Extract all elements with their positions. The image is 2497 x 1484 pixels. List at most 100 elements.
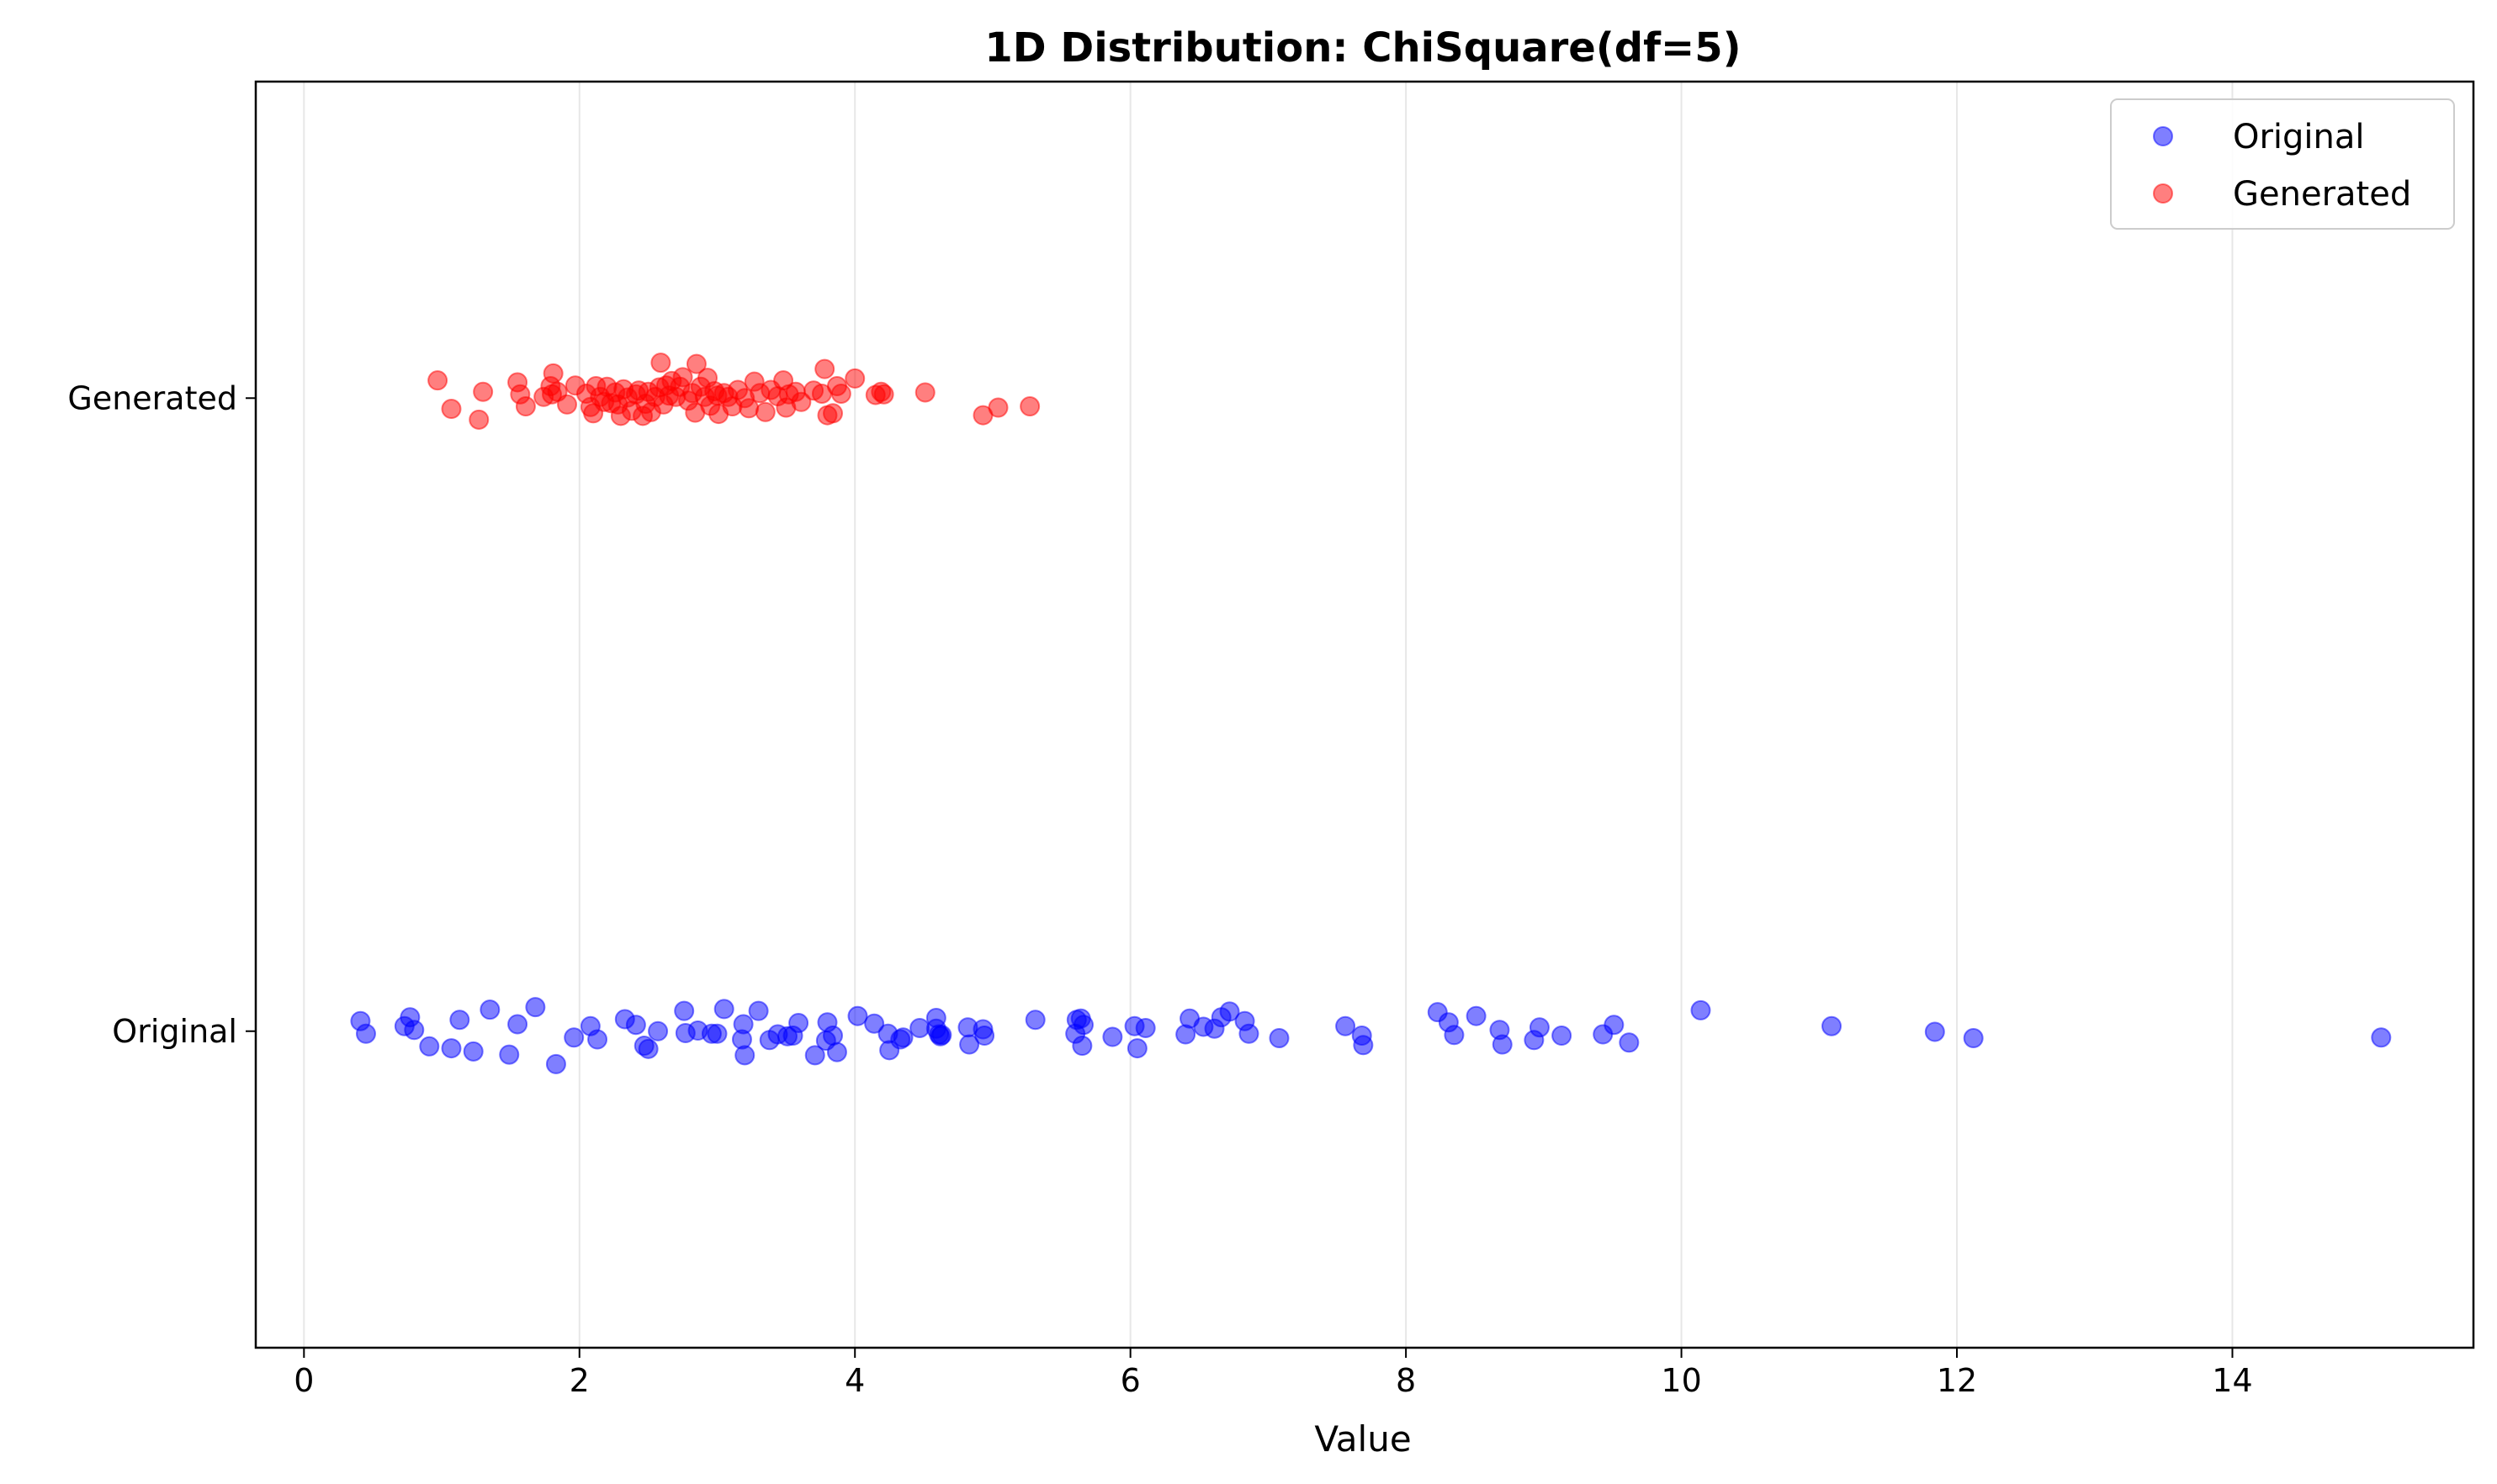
data-point bbox=[419, 1036, 440, 1057]
data-point bbox=[2371, 1027, 2392, 1048]
series-original bbox=[350, 997, 2392, 1074]
data-point bbox=[469, 409, 490, 430]
data-point bbox=[733, 1014, 754, 1035]
y-tick-label: Original bbox=[112, 1013, 237, 1050]
data-point bbox=[823, 1026, 844, 1047]
data-point bbox=[830, 383, 851, 404]
data-point bbox=[707, 1023, 728, 1044]
grid-lines bbox=[303, 82, 2234, 1348]
data-point bbox=[1444, 1025, 1465, 1046]
data-point bbox=[650, 352, 671, 374]
x-tick-label: 6 bbox=[1121, 1362, 1141, 1399]
data-point bbox=[449, 1010, 470, 1031]
data-point bbox=[1619, 1032, 1640, 1053]
data-point bbox=[847, 1005, 868, 1026]
data-point bbox=[1269, 1028, 1290, 1049]
data-point bbox=[441, 1038, 462, 1059]
data-point bbox=[404, 1020, 425, 1041]
data-point bbox=[543, 363, 564, 384]
x-axis: 0 2 4 6 8 10 12 14 bbox=[294, 1348, 2253, 1399]
data-point bbox=[1551, 1026, 1572, 1047]
x-tick-label: 10 bbox=[1661, 1362, 1701, 1399]
data-point bbox=[734, 1045, 755, 1066]
data-point bbox=[648, 1020, 669, 1041]
data-point bbox=[473, 381, 494, 402]
legend: Original Generated bbox=[2110, 98, 2455, 230]
data-point bbox=[864, 1013, 885, 1034]
data-point bbox=[1604, 1015, 1625, 1036]
data-point bbox=[564, 1027, 585, 1048]
data-point bbox=[1353, 1035, 1374, 1056]
data-point bbox=[1025, 1010, 1046, 1031]
data-point bbox=[480, 999, 501, 1020]
data-point bbox=[1492, 1034, 1513, 1055]
data-point bbox=[893, 1027, 914, 1048]
data-point bbox=[441, 399, 462, 420]
data-point bbox=[515, 396, 536, 417]
data-point bbox=[791, 391, 812, 412]
data-point bbox=[545, 1053, 566, 1074]
data-point bbox=[873, 384, 894, 405]
plot-frame bbox=[254, 80, 2475, 1349]
data-point bbox=[1963, 1028, 1984, 1049]
data-point bbox=[1072, 1036, 1093, 1057]
data-point bbox=[499, 1044, 520, 1065]
x-tick-label: 14 bbox=[2212, 1362, 2252, 1399]
data-point bbox=[788, 1012, 809, 1033]
x-tick-label: 8 bbox=[1396, 1362, 1416, 1399]
data-point bbox=[915, 382, 936, 403]
y-tick-label: Generated bbox=[67, 379, 237, 416]
data-point bbox=[557, 394, 578, 415]
x-tick-label: 0 bbox=[294, 1362, 314, 1399]
legend-label: Generated bbox=[2233, 175, 2411, 214]
data-point bbox=[1073, 1015, 1094, 1036]
data-point bbox=[587, 1029, 608, 1050]
data-point bbox=[713, 999, 734, 1020]
data-point bbox=[1135, 1017, 1156, 1038]
data-point bbox=[748, 1000, 769, 1021]
data-point bbox=[974, 1026, 995, 1047]
legend-box bbox=[2110, 98, 2455, 230]
legend-marker bbox=[2153, 183, 2173, 204]
data-point bbox=[1821, 1015, 1842, 1036]
data-points bbox=[350, 352, 2392, 1074]
data-point bbox=[1238, 1023, 1259, 1044]
legend-label: Original bbox=[2233, 118, 2365, 156]
data-point bbox=[463, 1041, 484, 1062]
data-point bbox=[507, 1014, 528, 1035]
data-point bbox=[804, 1045, 825, 1066]
data-point bbox=[1924, 1021, 1945, 1042]
data-point bbox=[1020, 396, 1041, 417]
data-point bbox=[814, 358, 835, 379]
data-point bbox=[1219, 1001, 1240, 1022]
data-point bbox=[1690, 999, 1711, 1020]
data-point bbox=[525, 997, 546, 1018]
data-point bbox=[672, 367, 693, 388]
chart-title: 1D Distribution: ChiSquare(df=5) bbox=[984, 24, 1741, 72]
data-point bbox=[1127, 1038, 1148, 1059]
data-point bbox=[674, 1000, 695, 1021]
data-point bbox=[1102, 1026, 1123, 1047]
x-axis-label: Value bbox=[1314, 1418, 1411, 1460]
data-point bbox=[931, 1025, 952, 1046]
y-axis: Original Generated bbox=[67, 379, 256, 1050]
data-point bbox=[638, 1038, 659, 1059]
data-point bbox=[355, 1023, 376, 1044]
data-point bbox=[1335, 1015, 1356, 1036]
x-tick-label: 12 bbox=[1937, 1362, 1977, 1399]
x-tick-label: 4 bbox=[845, 1362, 865, 1399]
x-tick-label: 2 bbox=[570, 1362, 590, 1399]
data-point bbox=[959, 1034, 980, 1055]
series-generated bbox=[427, 352, 1041, 430]
data-point bbox=[1529, 1017, 1550, 1038]
data-point bbox=[755, 401, 776, 422]
legend-marker bbox=[2153, 126, 2173, 146]
data-point bbox=[845, 368, 866, 389]
data-point bbox=[826, 1041, 847, 1063]
data-point bbox=[1466, 1005, 1487, 1026]
data-point bbox=[988, 397, 1009, 418]
data-point bbox=[625, 1015, 646, 1036]
data-point bbox=[686, 353, 707, 374]
